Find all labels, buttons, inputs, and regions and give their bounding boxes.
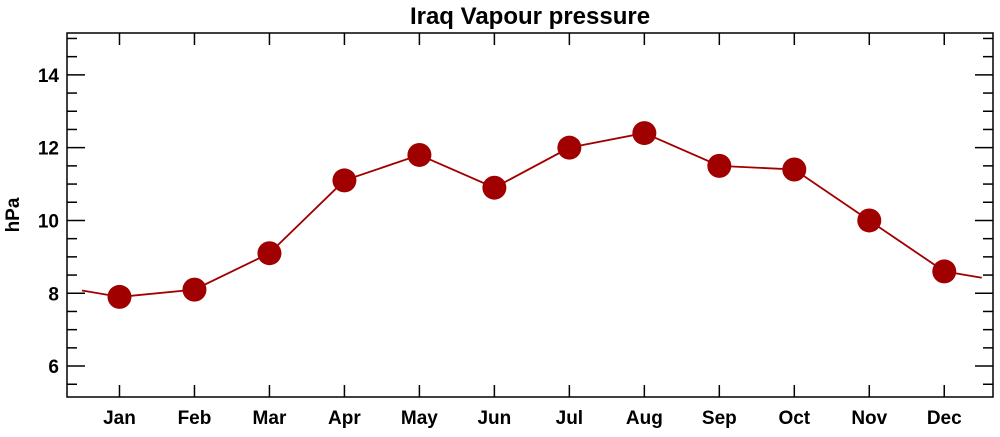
x-tick-label: Jan xyxy=(103,408,136,429)
data-point xyxy=(782,157,807,182)
x-tick-label: Nov xyxy=(851,408,887,429)
data-point xyxy=(182,277,207,302)
y-axis-label: hPa xyxy=(3,197,24,232)
x-tick-label: Sep xyxy=(702,408,737,429)
data-point xyxy=(407,142,432,167)
data-point xyxy=(857,208,882,233)
y-tick-label: 6 xyxy=(48,357,59,378)
y-tick-label: 14 xyxy=(38,66,60,87)
plot-frame xyxy=(66,32,994,398)
data-point xyxy=(332,168,357,193)
x-tick-label: Jun xyxy=(477,408,511,429)
data-point xyxy=(257,241,282,266)
x-tick-label: Feb xyxy=(178,408,212,429)
y-tick-label: 8 xyxy=(48,284,59,305)
x-tick-label: Oct xyxy=(778,408,810,429)
x-tick-label: Jul xyxy=(556,408,583,429)
data-point xyxy=(707,153,732,178)
data-point xyxy=(932,259,957,284)
chart-title: Iraq Vapour pressure xyxy=(410,3,650,30)
y-tick-label: 10 xyxy=(38,211,59,232)
x-tick-label: Dec xyxy=(927,408,962,429)
x-tick-label: Mar xyxy=(253,408,287,429)
x-tick-label: Apr xyxy=(328,408,361,429)
data-point xyxy=(107,284,132,309)
data-point xyxy=(482,175,507,200)
series-line xyxy=(81,132,982,298)
x-tick-label: May xyxy=(401,408,438,429)
data-point xyxy=(557,135,582,160)
x-tick-label: Aug xyxy=(626,408,663,429)
y-tick-label: 12 xyxy=(38,139,59,160)
data-point xyxy=(632,121,657,146)
